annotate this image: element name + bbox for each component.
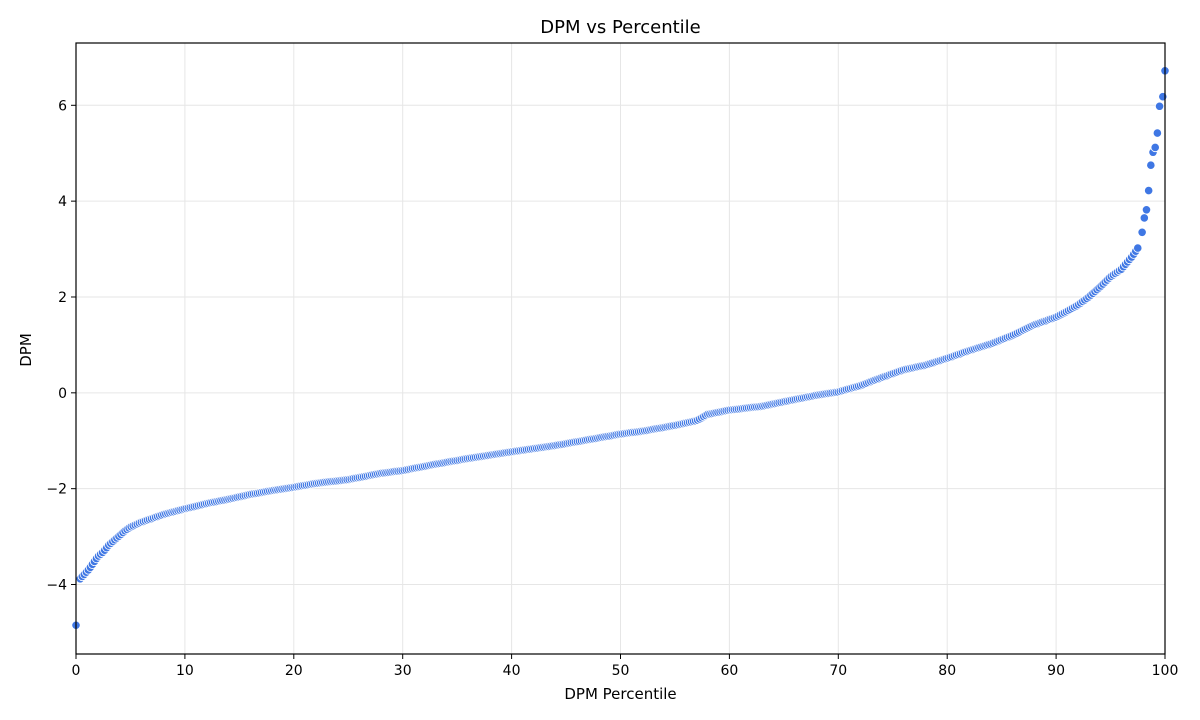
data-point <box>1150 142 1160 153</box>
y-tick-label: −4 <box>46 578 67 594</box>
x-tick-label: 100 <box>1152 663 1179 679</box>
data-point <box>1137 227 1147 237</box>
x-tick-label: 90 <box>1047 663 1065 679</box>
data-point <box>1133 243 1143 253</box>
y-tick-label: 0 <box>58 386 67 402</box>
data-point <box>1158 92 1168 102</box>
x-tick-label: 10 <box>176 663 194 679</box>
x-tick-label: 60 <box>720 663 738 679</box>
x-tick-label: 30 <box>394 663 412 679</box>
x-tick-label: 80 <box>938 663 956 679</box>
y-axis-label: DPM <box>17 333 35 367</box>
data-points <box>71 66 1170 630</box>
y-tick-label: −2 <box>46 482 67 498</box>
data-point <box>1152 128 1162 138</box>
y-tick-label: 6 <box>58 98 67 114</box>
x-tick-label: 20 <box>285 663 303 679</box>
x-tick-label: 50 <box>612 663 630 679</box>
data-point <box>1141 205 1152 215</box>
x-tick-label: 70 <box>829 663 847 679</box>
data-point <box>1146 160 1156 170</box>
y-tick-label: 2 <box>58 290 67 306</box>
x-tick-label: 40 <box>503 663 521 679</box>
plot-frame <box>75 42 1166 655</box>
chart-title: DPM vs Percentile <box>540 17 701 38</box>
data-point <box>1139 213 1149 223</box>
y-tick-label: 4 <box>58 194 67 210</box>
data-point <box>1154 101 1165 111</box>
data-point <box>1144 186 1154 196</box>
x-tick-label: 0 <box>72 663 81 679</box>
x-axis-label: DPM Percentile <box>564 685 676 703</box>
grid-lines <box>75 43 1166 654</box>
axis-ticks: 0 10 20 30 40 50 60 70 80 90 100 −4 −2 0 2 4 6 <box>46 98 1178 679</box>
